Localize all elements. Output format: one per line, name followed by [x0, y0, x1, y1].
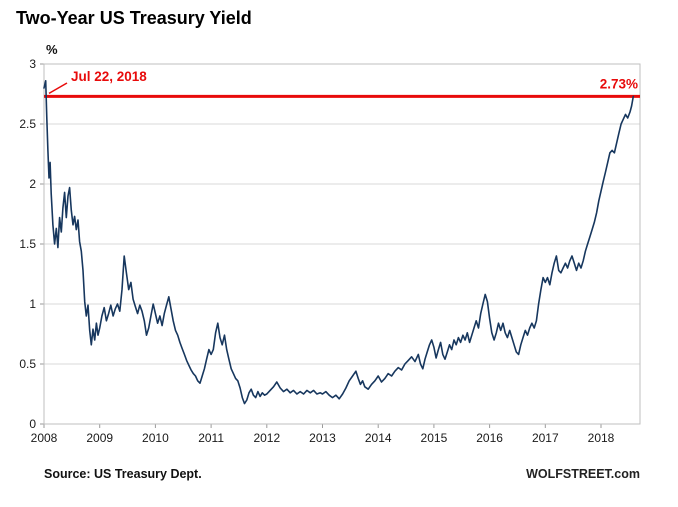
y-tick-label: 3 — [29, 57, 36, 71]
x-tick-label: 2018 — [588, 431, 615, 445]
date-annotation: Jul 22, 2018 — [71, 69, 147, 84]
y-tick-label: 2 — [29, 177, 36, 191]
yield-chart: 0 0.5 1 1.5 2 2.5 3 2008 2009 2010 2011 2012 2013 201… — [19, 57, 641, 445]
x-tick-label: 2011 — [198, 431, 224, 445]
x-tick-label: 2012 — [253, 431, 280, 445]
y-tick-label: 2.5 — [19, 117, 36, 131]
x-tick-label: 2017 — [532, 431, 559, 445]
y-axis-unit-label: % — [46, 42, 58, 57]
brand-label: WOLFSTREET.com — [526, 467, 640, 481]
x-tick-label: 2010 — [142, 431, 169, 445]
y-tick-label: 1 — [29, 297, 36, 311]
x-tick-label: 2016 — [476, 431, 503, 445]
y-tick-label: 0.5 — [19, 357, 36, 371]
page-title: Two-Year US Treasury Yield — [16, 8, 252, 28]
x-tick-label: 2014 — [365, 431, 392, 445]
yield-line — [43, 79, 635, 405]
value-annotation: 2.73% — [600, 76, 638, 91]
y-tick-label: 0 — [29, 417, 36, 431]
x-tick-label: 2015 — [421, 431, 448, 445]
x-tick-label: 2013 — [309, 431, 336, 445]
x-tick-label: 2008 — [31, 431, 58, 445]
annotation-arrow — [48, 82, 68, 95]
y-tick-label: 1.5 — [19, 237, 36, 251]
source-note: Source: US Treasury Dept. — [44, 467, 202, 481]
plot-border — [43, 63, 641, 425]
x-tick-label: 2009 — [86, 431, 113, 445]
